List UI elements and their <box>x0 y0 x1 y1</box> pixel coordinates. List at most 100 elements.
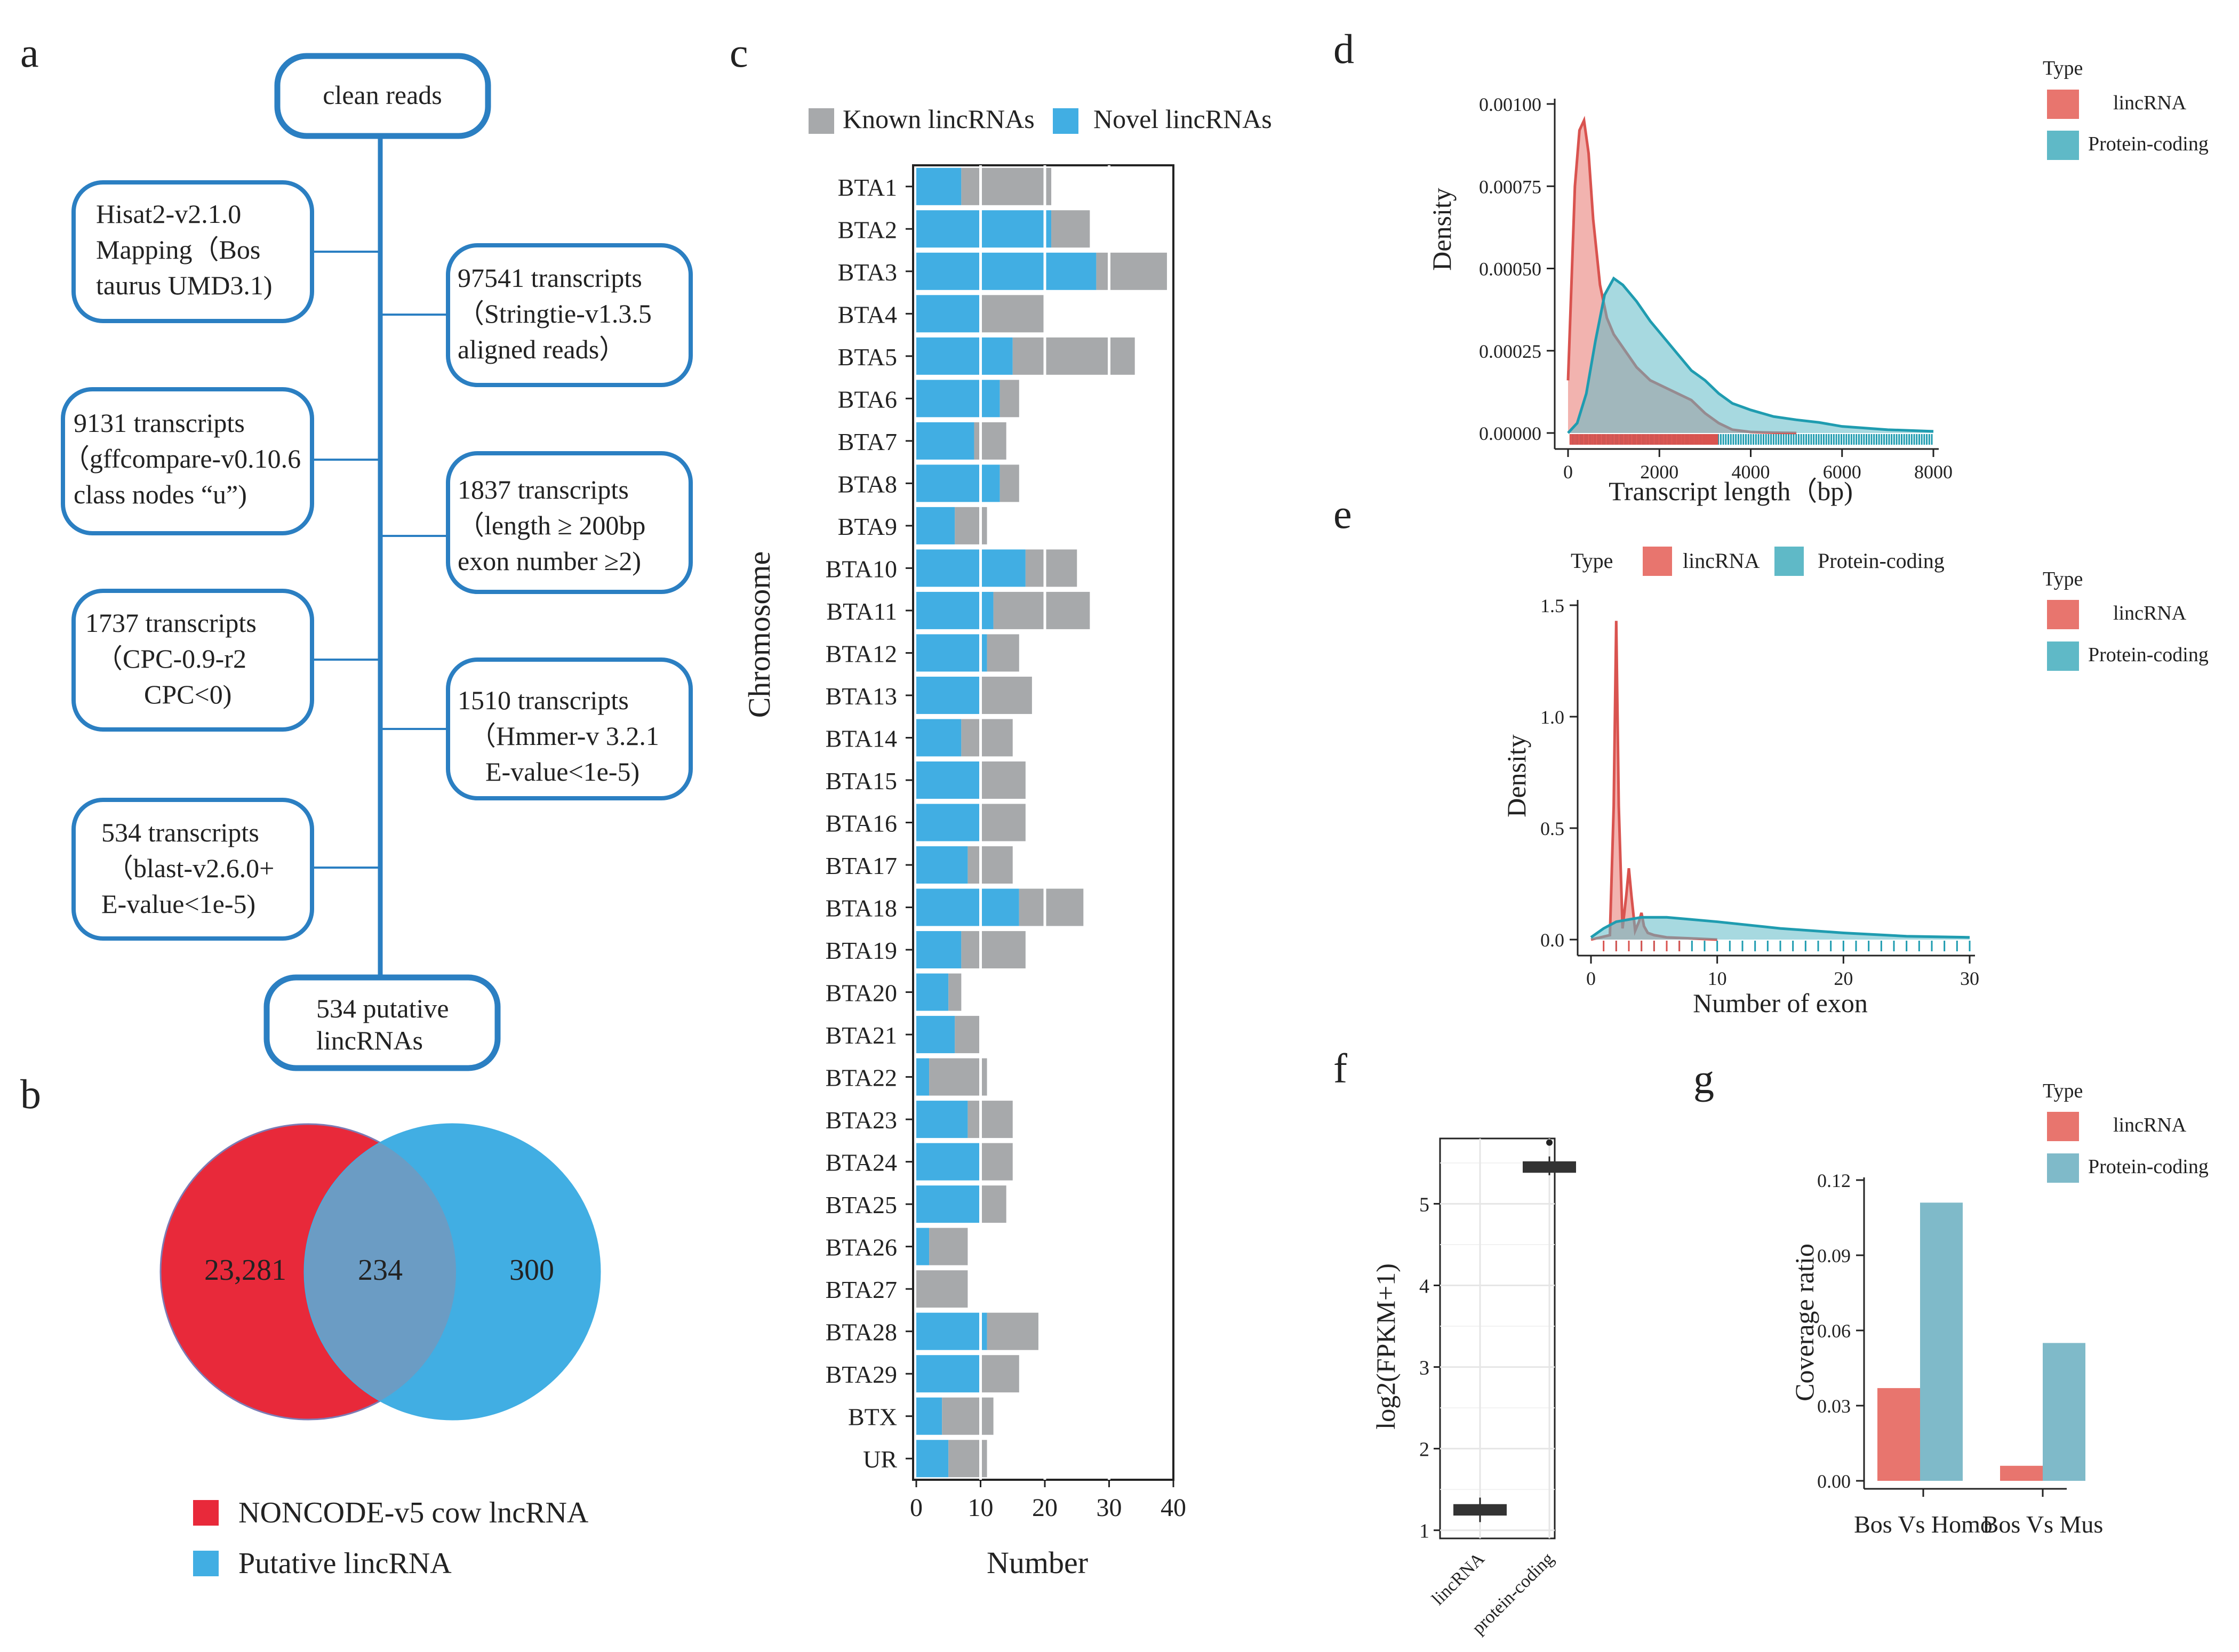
c-tick-label: BTA4 <box>838 301 897 328</box>
c-tick-label: BTA1 <box>838 174 897 201</box>
c-tick-label: BTA29 <box>826 1361 897 1388</box>
c-bar-novel <box>916 1143 981 1181</box>
c-tick-label: BTA24 <box>826 1149 897 1176</box>
svg-text:Hisat2-v2.1.0: Hisat2-v2.1.0 <box>96 199 241 229</box>
svg-text:taurus UMD3.1): taurus UMD3.1) <box>96 270 273 300</box>
svg-text:class nodes “u”): class nodes “u”) <box>74 479 247 509</box>
svg-text:1837 transcripts: 1837 transcripts <box>458 475 629 504</box>
chromosome-bar-chart: Known lincRNAs Novel lincRNAs Chromosome… <box>742 104 1272 1580</box>
c-bar-novel <box>916 1355 981 1393</box>
f-outlier <box>1546 1139 1553 1146</box>
svg-text:E-value<1e-5): E-value<1e-5) <box>485 757 639 787</box>
g-ytick-label: 0.12 <box>1817 1170 1851 1191</box>
c-bar-novel <box>916 634 987 672</box>
c-tick-label: UR <box>863 1446 897 1473</box>
e-xtick-label: 20 <box>1834 968 1853 989</box>
c-bar-known <box>1019 888 1084 926</box>
c-bar-novel <box>916 719 962 757</box>
d-legend: Type lincRNA Protein-coding <box>2043 57 2209 160</box>
svg-text:Mapping（Bos: Mapping（Bos <box>96 235 260 264</box>
e-xtick-label: 10 <box>1708 968 1727 989</box>
legend-swatch-known <box>809 108 834 134</box>
c-tick-label: BTA21 <box>826 1022 897 1049</box>
e-ytick-label: 0.0 <box>1540 929 1564 951</box>
c-bar-novel <box>916 549 1026 587</box>
c-bar-known <box>980 1143 1013 1181</box>
f-ytick-label: 4 <box>1419 1276 1429 1298</box>
c-bar-novel <box>916 507 955 544</box>
c-bar-novel <box>916 252 1097 290</box>
e-ylabel: Density <box>1501 734 1531 817</box>
d-xtick-label: 2000 <box>1640 461 1678 483</box>
c-bar-novel <box>916 167 962 205</box>
venn-legend-swatch-putative <box>193 1551 219 1576</box>
flow-box-hisat2: Hisat2-v2.1.0 Mapping（Bos taurus UMD3.1) <box>71 180 314 323</box>
c-bar-novel <box>916 210 1052 248</box>
f-box <box>1453 1504 1507 1516</box>
c-bar-known <box>955 507 987 544</box>
c-bar-known <box>980 1185 1006 1223</box>
c-bar-novel <box>916 464 1000 502</box>
svg-text:97541 transcripts: 97541 transcripts <box>458 263 642 293</box>
svg-text:（gffcompare-v0.10.6: （gffcompare-v0.10.6 <box>63 444 301 474</box>
g-ytick-label: 0.00 <box>1817 1471 1851 1492</box>
g-legend-swatch-lincrna <box>2047 1112 2079 1141</box>
c-bar-novel <box>916 1058 930 1096</box>
panel-label-c: c <box>730 29 748 76</box>
g-bar-protein <box>1920 1202 1963 1481</box>
svg-text:exon number ≥2): exon number ≥2) <box>458 546 641 576</box>
c-bar-known <box>929 1228 968 1265</box>
e-area-lincrna <box>1591 621 1717 940</box>
c-bar-novel <box>916 1312 987 1350</box>
c-xtick-label: 40 <box>1161 1494 1186 1522</box>
f-plot-frame <box>1439 1137 1556 1539</box>
venn-legend-putative: Putative lincRNA <box>238 1547 452 1580</box>
d-line-protein <box>1567 276 1934 434</box>
g-legend-protein: Protein-coding <box>2088 1156 2209 1178</box>
panel-label-b: b <box>20 1071 41 1117</box>
c-bar-known <box>1096 252 1167 290</box>
c-bar-known <box>999 464 1019 502</box>
c-tick-label: BTA19 <box>826 937 897 964</box>
c-bar-known <box>993 591 1090 629</box>
c-bar-known <box>961 719 1013 757</box>
c-bar-known <box>999 380 1019 418</box>
venn-overlap <box>305 1124 456 1420</box>
c-bar-known <box>967 1101 1013 1138</box>
c-bar-known <box>987 634 1019 672</box>
c-tick-label: BTA26 <box>826 1234 897 1261</box>
g-ytick-label: 0.06 <box>1817 1320 1851 1342</box>
c-tick-label: BTA12 <box>826 640 897 667</box>
venn-left-value: 23,281 <box>204 1254 286 1287</box>
venn-legend-swatch-noncode <box>193 1500 219 1526</box>
f-ytick-label: 1 <box>1419 1520 1429 1543</box>
venn-overlap-value: 234 <box>358 1254 403 1287</box>
d-ytick-label: 0.00075 <box>1479 176 1541 197</box>
d-ytick-label: 0.00000 <box>1479 423 1541 444</box>
c-tick-label: BTA22 <box>826 1064 897 1092</box>
c-bar-novel <box>916 1101 968 1138</box>
transcript-length-density: Density Transcript length（bp) 0.00000 0.0… <box>1427 57 2209 506</box>
c-tick-label: BTA9 <box>838 513 897 540</box>
flow-box-hmmer: 1510 transcripts （Hmmer-v 3.2.1 E-value<… <box>446 657 693 800</box>
c-bar-known <box>980 295 1045 333</box>
c-tick-label: BTA10 <box>826 555 897 582</box>
c-bar-known <box>974 422 1006 460</box>
d-ylabel: Density <box>1427 188 1457 271</box>
d-legend-lincrna: lincRNA <box>2113 92 2187 114</box>
d-legend-protein: Protein-coding <box>2088 133 2209 155</box>
flow-box-cpc: 1737 transcripts （CPC-0.9-r2 CPC<0) <box>71 589 314 732</box>
svg-text:aligned reads）: aligned reads） <box>458 334 626 364</box>
c-bar-novel <box>916 761 981 799</box>
g-bar-lincrna <box>2000 1465 2043 1481</box>
panel-label-e: e <box>1333 491 1352 537</box>
c-tick-label: BTA8 <box>838 470 897 498</box>
c-ylabel: Chromosome <box>742 551 777 718</box>
c-bar-novel <box>916 973 949 1011</box>
c-tick-label: BTX <box>848 1404 897 1431</box>
e-top-legend-title: Type <box>1571 549 1613 573</box>
c-bar-known <box>1012 337 1135 375</box>
c-xtick-label: 20 <box>1032 1494 1058 1522</box>
c-bar-novel <box>916 1185 981 1223</box>
